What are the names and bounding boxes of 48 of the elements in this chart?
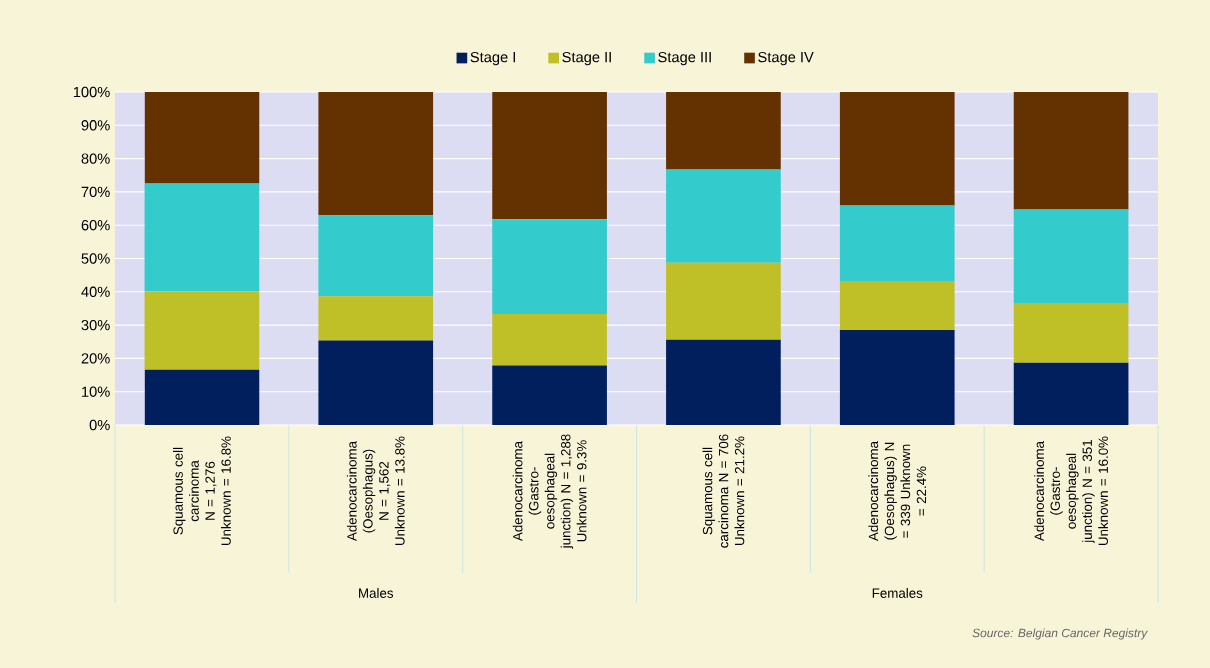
y-tick-label: 30% <box>81 319 110 331</box>
y-tick-label: 10% <box>82 386 110 397</box>
bar <box>318 340 434 425</box>
y-tick-label: 50% <box>81 253 110 264</box>
bar <box>839 330 955 425</box>
y-tick-label: 20% <box>81 353 110 364</box>
bar <box>666 169 781 263</box>
bar <box>666 262 781 340</box>
legend-label: Stage IV <box>758 51 814 66</box>
bar <box>1013 91 1129 210</box>
bar <box>492 219 607 315</box>
bar <box>144 91 260 184</box>
bar <box>144 183 260 292</box>
bar <box>839 91 955 206</box>
y-tick-label: 40% <box>81 286 110 297</box>
legend-label: Stage III <box>658 51 711 66</box>
bar <box>144 291 260 370</box>
bar <box>318 215 434 297</box>
y-tick-label: 0% <box>89 419 110 431</box>
bar <box>1013 209 1129 304</box>
text: Males <box>359 588 394 598</box>
bar <box>318 296 434 341</box>
bar <box>492 365 607 425</box>
text: Females <box>872 588 923 598</box>
bar <box>839 205 955 282</box>
y-tick-label: 90% <box>81 120 110 131</box>
x-tick-label: Adenocarcinoma (Oesophagus) N = 339 Unknown = 22.4% <box>868 441 927 542</box>
bar <box>666 339 781 425</box>
bar <box>144 369 260 425</box>
bar <box>492 91 607 220</box>
bar <box>492 314 607 366</box>
bar <box>1013 362 1129 425</box>
bar <box>666 91 781 170</box>
legend-label: Stage II <box>562 51 611 66</box>
legend-label: Stage I <box>470 51 515 66</box>
bar <box>839 281 955 331</box>
y-tick-label: 100% <box>73 86 110 98</box>
y-tick-label: 80% <box>81 153 110 164</box>
x-tick-label: Squamous cell carcinoma N = 706 Unknown = 21.2% <box>702 434 745 548</box>
bar <box>318 91 434 216</box>
bar <box>1013 303 1129 363</box>
x-tick-label: Adenocarcinoma (Gastro-oesophageal junction) N = 351 Unknown = 16.0% <box>1034 436 1108 546</box>
y-tick-label: 70% <box>81 186 110 198</box>
x-tick-label: Adenocarcinoma (Gastro-oesophageal junction) N = 1,288 Unknown = 9.3% <box>512 434 587 549</box>
source-note: Source: Belgian Cancer Registry <box>972 628 1148 640</box>
y-tick-label: 60% <box>81 220 110 231</box>
x-tick-label: Adenocarcinoma (Oesophagus) N = 1,562 Unknown = 13.8% <box>346 436 405 546</box>
x-tick-label: Squamous cell carcinoma N = 1,276 Unknown = 16.8% <box>173 436 231 546</box>
